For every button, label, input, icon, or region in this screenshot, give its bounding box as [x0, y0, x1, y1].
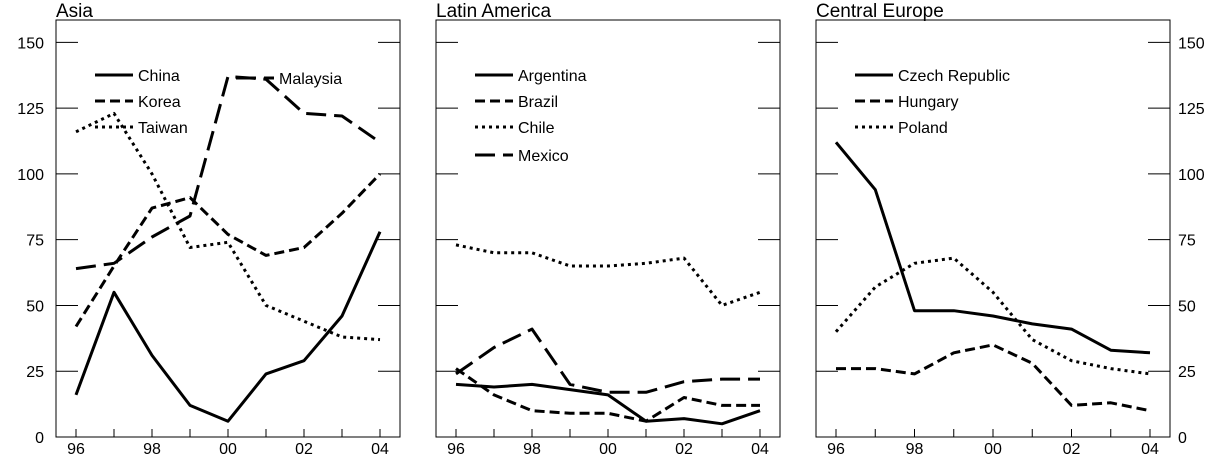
plot-frame [435, 19, 781, 438]
legend-label: Brazil [518, 94, 558, 111]
x-tick-label: 02 [295, 441, 313, 457]
panel-latin-america: Latin America 96 98 00 02 04 Argentina Brazil Ch… [435, 1, 781, 457]
y-tick-label: 0 [1178, 430, 1187, 447]
legend-label: Korea [138, 94, 181, 111]
series-line-china [74, 231, 382, 423]
x-tick-label: 00 [984, 441, 1002, 457]
legend-label: Malaysia [279, 71, 342, 88]
y-tick-label: 0 [35, 430, 44, 447]
plot-frame [55, 19, 401, 438]
y-tick-label: 100 [1178, 167, 1205, 184]
legend-label: Poland [898, 120, 948, 137]
y-tick-label: 75 [1178, 233, 1196, 250]
y-tick-label: 75 [26, 233, 44, 250]
series-line-mexico [455, 327, 760, 394]
series-line-korea [74, 172, 382, 328]
x-tick-label: 00 [599, 441, 617, 457]
y-tick-label: 25 [1178, 364, 1196, 381]
series-line-argentina [455, 382, 761, 426]
y-tick-label: 50 [26, 298, 44, 315]
panel-central-europe: Central Europe 0 25 50 75 100 125 150 96 98 00 02 04… [815, 1, 1205, 457]
legend-label: Hungary [898, 94, 958, 111]
y-tick-label: 125 [17, 101, 44, 118]
x-tick-label: 96 [827, 441, 845, 457]
x-tick-label: 96 [447, 441, 465, 457]
panel-title: Latin America [436, 1, 552, 22]
y-tick-label: 50 [1178, 298, 1196, 315]
series-line-malaysia [75, 75, 381, 271]
y-tick-label: 25 [26, 364, 44, 381]
x-tick-label: 00 [219, 441, 237, 457]
y-tick-label: 150 [1178, 35, 1205, 52]
legend-label: Argentina [518, 68, 587, 85]
legend-label: Chile [518, 120, 555, 137]
legend-label: Mexico [518, 148, 569, 165]
panel-title: Asia [56, 1, 93, 22]
series-line-brazil [455, 367, 760, 423]
x-tick-label: 96 [67, 441, 85, 457]
x-tick-label: 04 [1141, 441, 1159, 457]
legend-label: China [138, 68, 180, 85]
series-line-czech-republic [834, 141, 1151, 355]
x-tick-label: 98 [143, 441, 161, 457]
x-tick-label: 04 [751, 441, 769, 457]
series-line-poland [834, 256, 1151, 376]
legend-label: Taiwan [138, 120, 188, 137]
y-tick-label: 125 [1178, 101, 1205, 118]
x-tick-label: 04 [371, 441, 389, 457]
x-tick-label: 98 [523, 441, 541, 457]
x-tick-label: 02 [1063, 441, 1081, 457]
legend-label: Czech Republic [898, 68, 1010, 85]
x-tick-label: 98 [906, 441, 924, 457]
panel-asia: Asia 0 25 50 75 100 125 150 96 98 00 02 04 China Korea… [17, 1, 401, 457]
y-tick-label: 100 [17, 167, 44, 184]
x-tick-label: 02 [675, 441, 693, 457]
series-line-chile [455, 243, 761, 307]
y-tick-label: 150 [17, 35, 44, 52]
panel-title: Central Europe [816, 1, 944, 22]
series-line-hungary [836, 343, 1151, 413]
